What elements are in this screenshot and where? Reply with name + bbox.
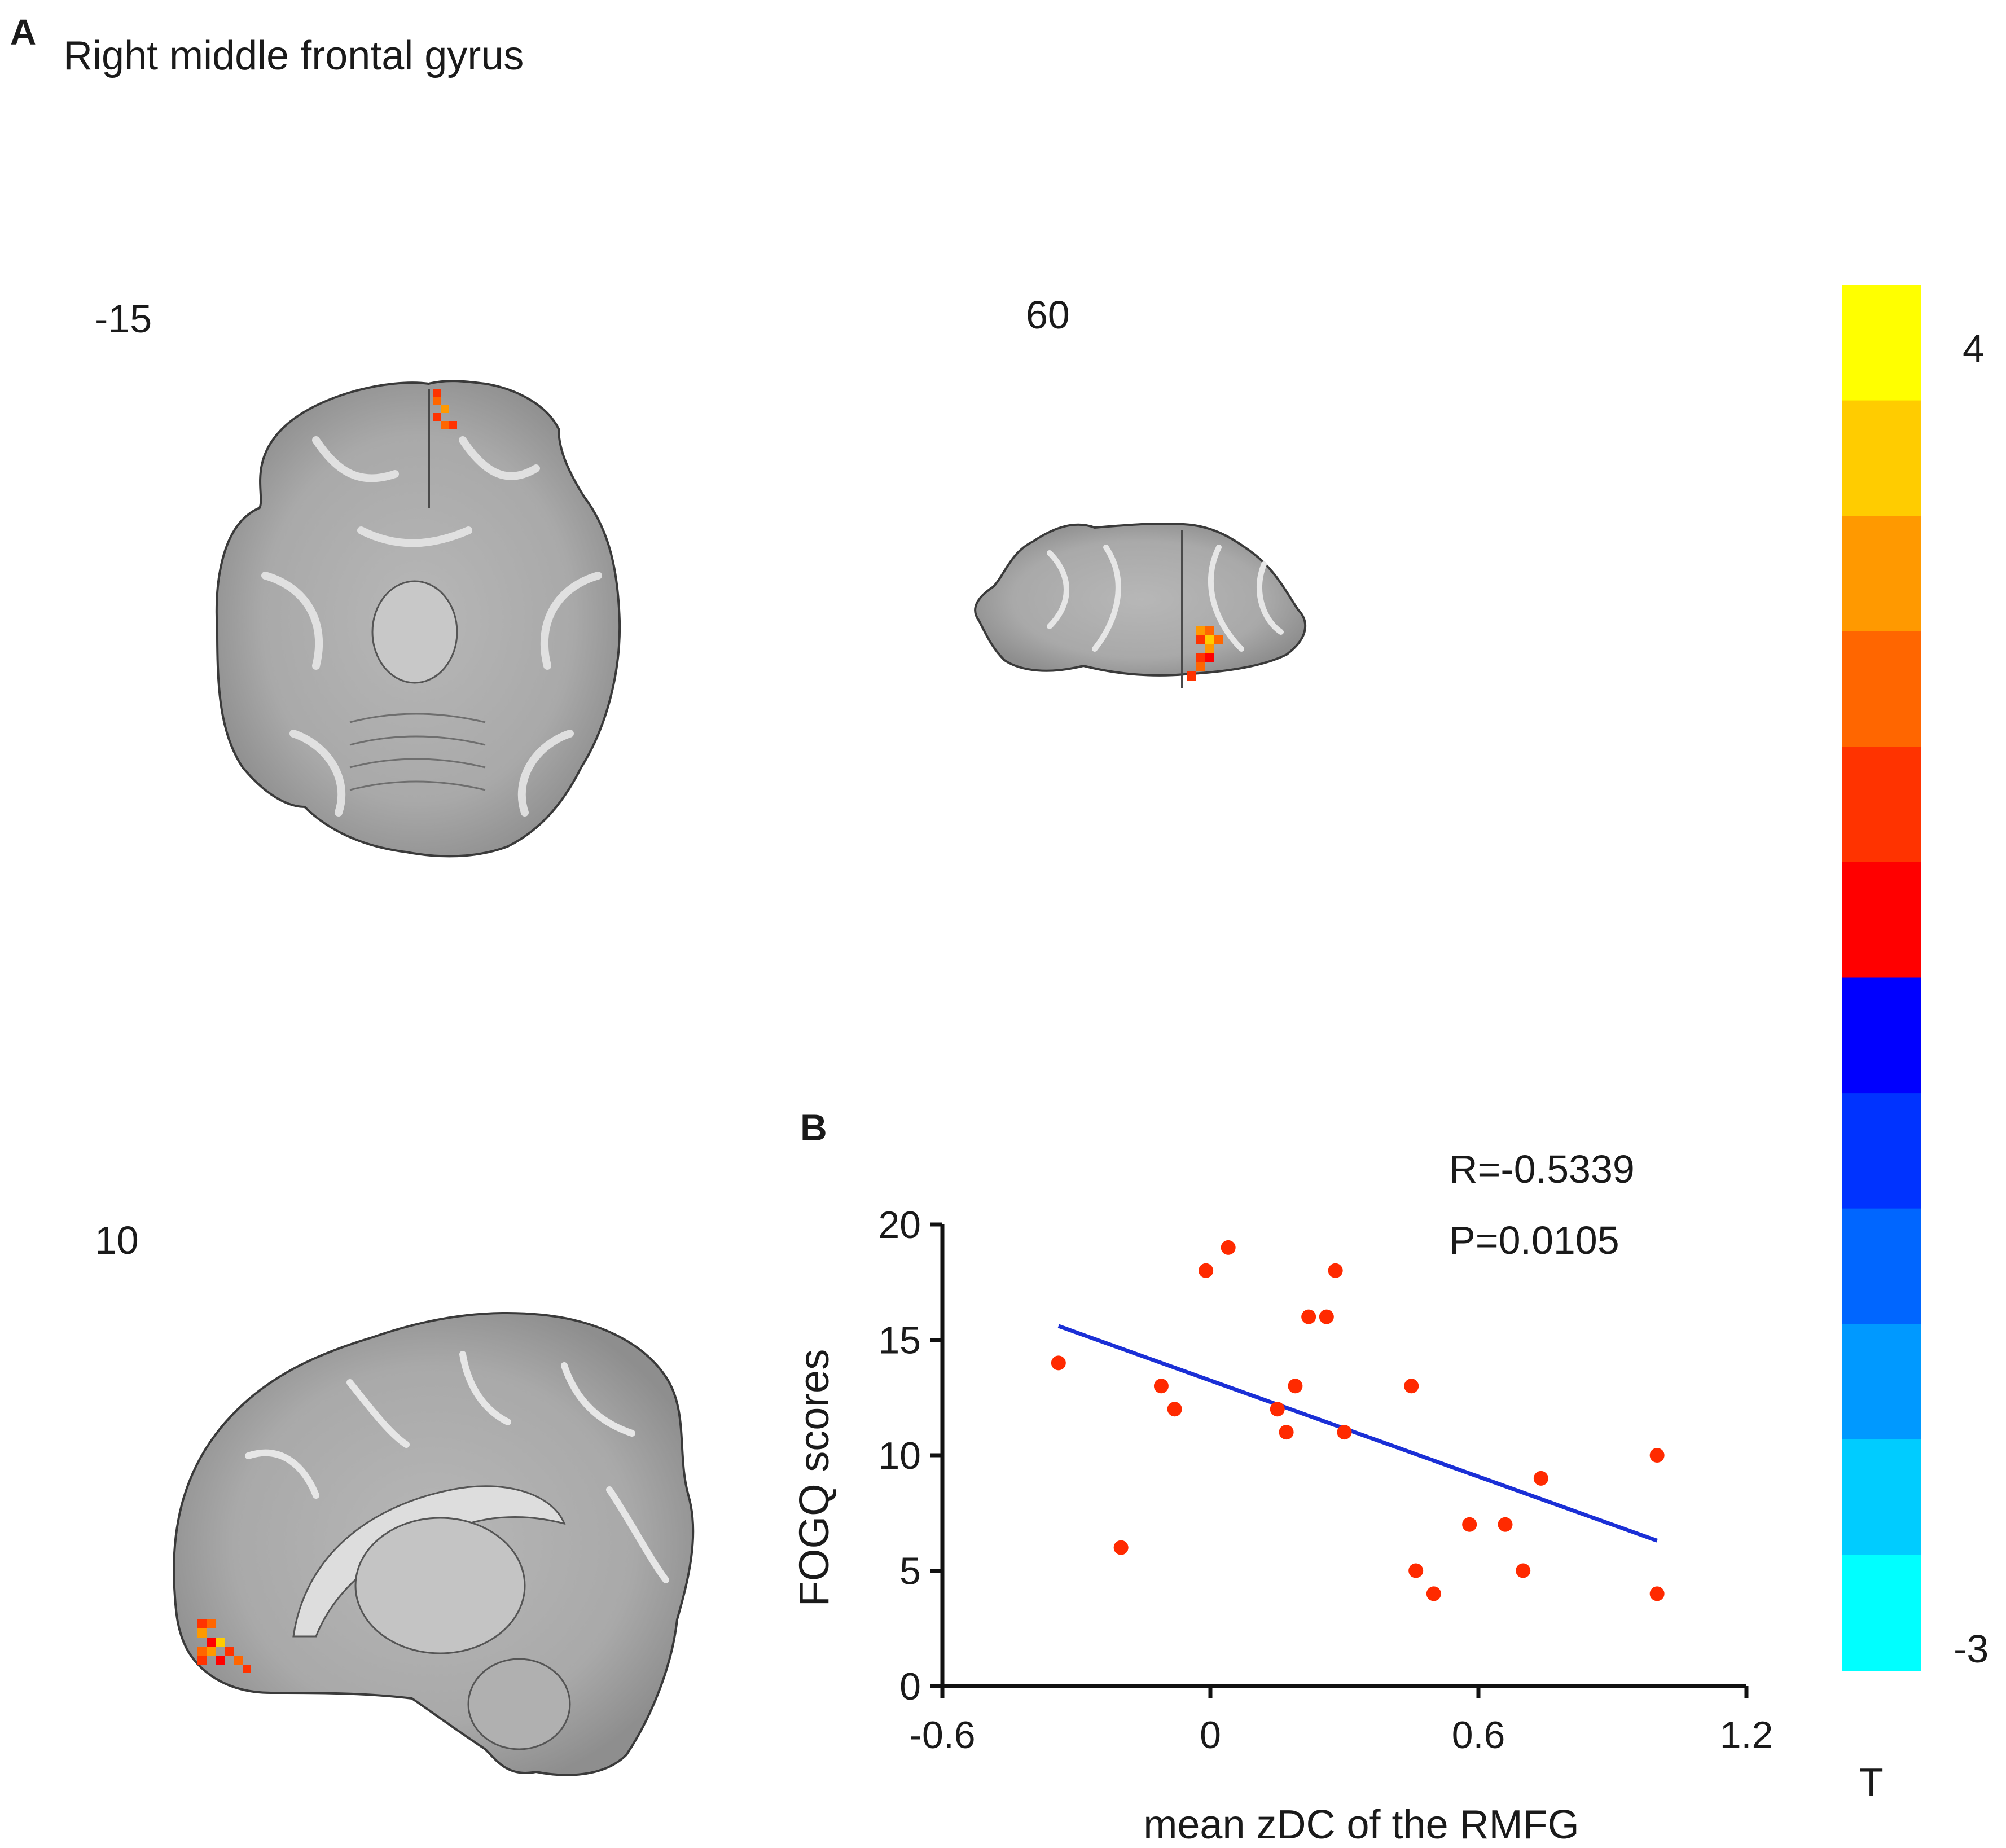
colorbar-segment xyxy=(1842,400,1921,517)
colorbar xyxy=(1842,285,1921,1671)
colorbar-segment xyxy=(1842,977,1921,1094)
data-point xyxy=(1319,1309,1334,1324)
colorbar-min-label: -3 xyxy=(1954,1627,1989,1671)
data-point xyxy=(1649,1586,1665,1601)
y-tick-label: 0 xyxy=(899,1665,921,1708)
correlation-p: P=0.0105 xyxy=(1449,1218,1619,1262)
data-point xyxy=(1288,1379,1303,1394)
correlation-r: R=-0.5339 xyxy=(1449,1147,1635,1191)
panel-b-letter: B xyxy=(800,1107,827,1148)
data-point xyxy=(1498,1517,1513,1532)
data-point xyxy=(1167,1402,1182,1417)
y-tick-label: 15 xyxy=(878,1319,921,1362)
x-tick-label: -0.6 xyxy=(909,1714,975,1757)
data-point xyxy=(1279,1425,1294,1440)
x-tick-label: 1.2 xyxy=(1720,1714,1774,1757)
colorbar-segment xyxy=(1842,516,1921,632)
data-point xyxy=(1051,1355,1066,1371)
data-point xyxy=(1649,1448,1665,1463)
colorbar-segment xyxy=(1842,1439,1921,1556)
colorbar-segment xyxy=(1842,862,1921,978)
scatter-plot: 0 5 10 15 20 -0.6 0 0.6 1.2 mean zDC of the RMFG F… xyxy=(791,1204,1773,1847)
panel-a-letter: A xyxy=(10,12,37,52)
x-axis-label: mean zDC of the RMFG xyxy=(1143,1802,1579,1847)
data-point xyxy=(1516,1563,1531,1578)
y-tick-label: 5 xyxy=(899,1550,921,1593)
x-tick-label: 0.6 xyxy=(1452,1714,1505,1757)
coronal-activation-cluster xyxy=(1187,626,1223,681)
regression-line xyxy=(1057,1324,1658,1543)
sagittal-activation-cluster xyxy=(197,1619,251,1673)
data-point xyxy=(1404,1379,1419,1394)
colorbar-segment xyxy=(1842,1093,1921,1209)
slice-label-sagittal: 10 xyxy=(95,1218,139,1262)
data-point xyxy=(1462,1517,1477,1532)
y-tick-label: 20 xyxy=(878,1204,921,1246)
data-point xyxy=(1199,1263,1214,1278)
axial-activation-cluster xyxy=(433,389,457,429)
panel-a-title: Right middle frontal gyrus xyxy=(63,33,524,78)
colorbar-title: T xyxy=(1859,1760,1884,1804)
data-point xyxy=(1270,1402,1285,1417)
colorbar-segment xyxy=(1842,1324,1921,1440)
sagittal-brain-slice xyxy=(173,1311,695,1776)
data-point xyxy=(1221,1240,1236,1255)
coronal-brain-slice xyxy=(974,522,1306,688)
data-point xyxy=(1328,1263,1343,1278)
data-point xyxy=(1301,1309,1316,1324)
data-point xyxy=(1153,1379,1169,1394)
colorbar-segment xyxy=(1842,285,1921,401)
data-point xyxy=(1113,1540,1129,1555)
slice-label-axial: -15 xyxy=(95,297,152,341)
colorbar-segment xyxy=(1842,631,1921,748)
data-point xyxy=(1408,1563,1424,1578)
colorbar-segment xyxy=(1842,1555,1921,1671)
slice-label-coronal: 60 xyxy=(1026,293,1070,337)
y-axis-label: FOGQ scores xyxy=(791,1349,837,1606)
x-tick-label: 0 xyxy=(1200,1714,1221,1757)
colorbar-segment xyxy=(1842,1208,1921,1325)
axial-brain-slice xyxy=(215,380,621,858)
data-point xyxy=(1533,1471,1548,1486)
y-tick-label: 10 xyxy=(878,1434,921,1477)
data-point xyxy=(1426,1586,1441,1601)
data-point xyxy=(1337,1425,1352,1440)
colorbar-max-label: 4 xyxy=(1963,327,1985,371)
colorbar-segment xyxy=(1842,747,1921,863)
